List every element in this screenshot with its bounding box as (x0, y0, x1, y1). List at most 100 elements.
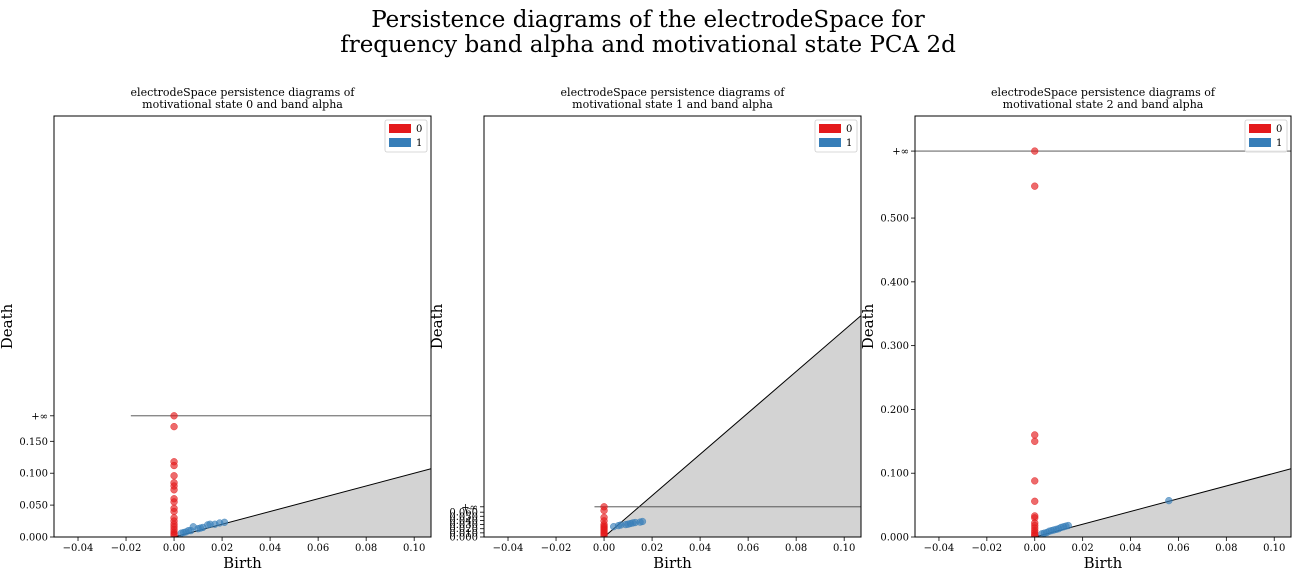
y-tick-label: 0.150 (19, 437, 48, 448)
point-series-1-12 (1165, 496, 1173, 505)
x-tick-label: −0.04 (924, 543, 955, 554)
legend: 01 (384, 119, 428, 153)
subplot-title-line-1: electrodeSpace persistence diagrams of (561, 86, 786, 99)
legend-label-0: 0 (416, 124, 422, 135)
point-series-0-7 (170, 486, 178, 494)
point-series-0-3 (170, 461, 178, 470)
y-tick-label: 0.000 (880, 533, 909, 544)
subplot-title-line-2: motivational state 0 and band alpha (142, 98, 343, 111)
subplot-title-line-1: electrodeSpace persistence diagrams of (991, 86, 1216, 99)
legend-swatch-0 (1249, 124, 1271, 133)
point-series-0-1 (600, 506, 608, 515)
y-tick-label: 0.040 (449, 516, 478, 527)
x-tick-label: 0.08 (355, 543, 377, 554)
x-tick-label: −0.02 (111, 543, 142, 554)
point-series-1-9 (638, 517, 647, 526)
figure-title-line-2: frequency band alpha and motivational st… (340, 32, 956, 58)
y-tick-label: 0.300 (880, 341, 909, 352)
x-tick-label: 0.00 (593, 543, 615, 554)
x-tick-label: 0.02 (1072, 543, 1094, 554)
y-tick-label: 0.100 (19, 469, 48, 480)
x-tick-label: 0.04 (689, 543, 711, 554)
x-tick-label: 0.08 (1215, 543, 1237, 554)
axes-frame (914, 115, 1292, 538)
y-tick-label: 0.500 (880, 214, 909, 225)
axes-frame (53, 115, 432, 538)
legend-swatch-1 (819, 138, 841, 147)
subplot-title-line-2: motivational state 2 and band alpha (1003, 98, 1204, 111)
point-series-0-11 (600, 531, 608, 537)
point-series-0-9 (170, 498, 178, 506)
legend-label-0: 0 (846, 124, 852, 135)
legend-swatch-0 (389, 124, 411, 133)
figure-title-line-1: Persistence diagrams of the electrodeSpa… (371, 7, 925, 33)
x-tick-label: −0.02 (972, 543, 1003, 554)
y-tick-label: 0.100 (880, 469, 909, 480)
infinity-tick-label: +∞ (461, 502, 478, 513)
point-series-0-5 (1031, 497, 1039, 505)
x-tick-label: −0.04 (63, 543, 94, 554)
x-tick-label: 0.02 (641, 543, 663, 554)
x-tick-label: 0.04 (259, 543, 281, 554)
point-series-1-11 (1064, 521, 1072, 530)
legend: 01 (814, 119, 858, 153)
x-tick-label: 0.02 (211, 543, 233, 554)
point-series-0-4 (1031, 477, 1039, 485)
x-tick-label: 0.10 (1263, 543, 1285, 554)
point-series-0-0 (1031, 147, 1039, 155)
infinity-tick-label: +∞ (31, 411, 48, 422)
point-series-0-2 (1031, 431, 1039, 439)
x-tick-label: 0.06 (307, 543, 329, 554)
legend-label-1: 1 (416, 138, 422, 149)
x-axis-label: Birth (1084, 554, 1123, 572)
y-tick-label: 0.050 (449, 512, 478, 523)
y-axis-label: Death (859, 303, 877, 349)
y-tick-label: 0.200 (880, 405, 909, 416)
subplot-title-line-2: motivational state 1 and band alpha (572, 98, 773, 111)
point-series-0-11 (170, 507, 178, 516)
y-tick-label: 0.000 (449, 533, 478, 544)
x-tick-label: 0.00 (1024, 543, 1046, 554)
plot-area (915, 147, 1291, 537)
subplot-title-line-1: electrodeSpace persistence diagrams of (131, 86, 356, 99)
subplot-1: −0.04 −0.02 0.00 0.02 0.04 0.06 0.08 0.10 0.000 0… (0, 86, 432, 572)
x-tick-label: 0.06 (737, 543, 759, 554)
x-tick-label: 0.10 (833, 543, 855, 554)
axes-frame (483, 115, 862, 538)
legend-swatch-0 (819, 124, 841, 133)
y-tick-label: 0.060 (449, 508, 478, 519)
point-series-0-19 (170, 531, 178, 537)
legend-swatch-1 (1249, 138, 1271, 147)
subplot-2: −0.04 −0.02 0.00 0.02 0.04 0.06 0.08 0.100.0000… (428, 86, 862, 572)
point-series-0-4 (170, 472, 178, 480)
point-series-0-0 (170, 412, 178, 420)
x-tick-label: 0.04 (1119, 543, 1141, 554)
x-tick-label: −0.04 (493, 543, 524, 554)
point-series-1-13 (220, 518, 229, 526)
diagonal-line (603, 315, 861, 537)
y-tick-label: 0.400 (880, 277, 909, 288)
y-tick-label: 0.030 (449, 520, 478, 531)
y-tick-label: 0.050 (19, 501, 48, 512)
figure-title: Persistence diagrams of the electrodeSpa… (0, 8, 1296, 58)
point-series-0-1 (1031, 182, 1039, 190)
x-tick-label: 0.08 (785, 543, 807, 554)
legend-label-0: 0 (1276, 124, 1282, 135)
point-series-0-3 (1031, 437, 1039, 445)
infinity-tick-label: +∞ (892, 147, 909, 158)
x-tick-label: 0.00 (163, 543, 185, 554)
diagonal-line (1034, 468, 1291, 537)
point-series-0-14 (1031, 532, 1039, 537)
legend: 01 (1244, 119, 1288, 153)
legend-label-1: 1 (846, 138, 852, 149)
point-series-0-1 (170, 422, 178, 431)
x-axis-label: Birth (653, 554, 692, 572)
y-axis-label: Death (0, 303, 16, 349)
x-tick-label: 0.06 (1167, 543, 1189, 554)
legend-label-1: 1 (1276, 138, 1282, 149)
y-tick-label: 0.000 (19, 533, 48, 544)
x-tick-label: −0.02 (541, 543, 572, 554)
y-axis-label: Death (428, 303, 446, 349)
y-tick-label: 0.010 (449, 528, 478, 539)
